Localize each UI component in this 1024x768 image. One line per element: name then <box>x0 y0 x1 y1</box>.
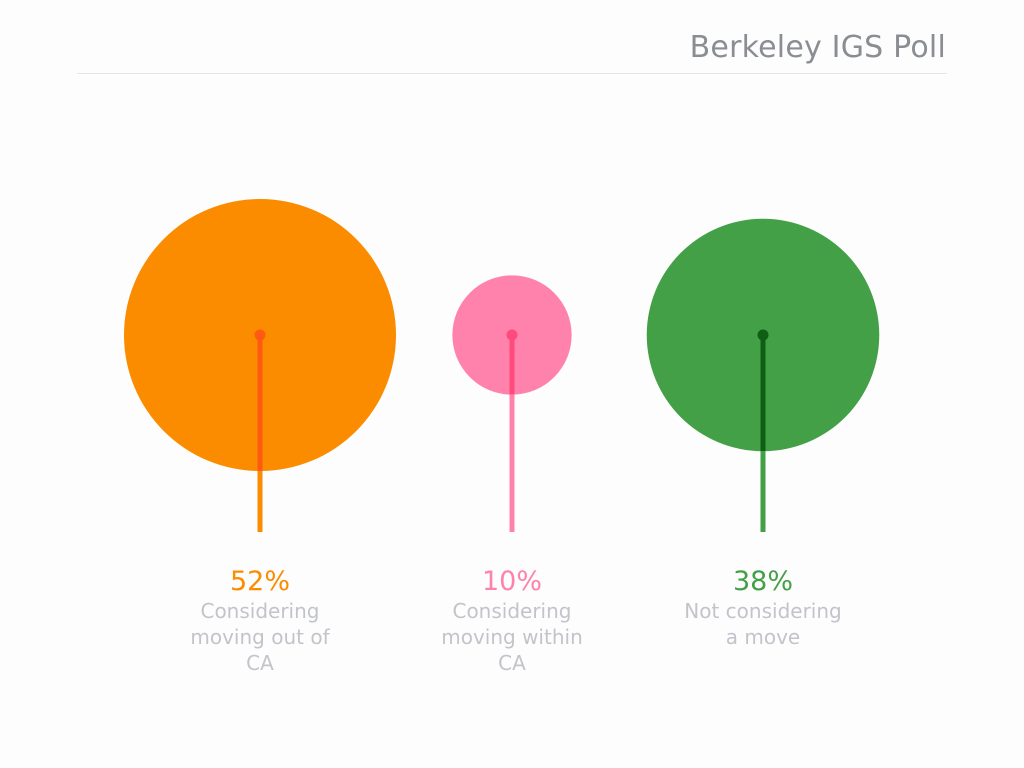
value-label-1: 10% <box>482 566 542 597</box>
category-label-0-line-1: moving out of <box>190 625 330 649</box>
header-divider <box>77 73 947 74</box>
category-label-0-line-0: Considering <box>200 599 319 623</box>
category-label-1-line-1: moving within <box>441 625 583 649</box>
stem-dot-1 <box>506 329 518 341</box>
category-label-1-line-0: Considering <box>452 599 571 623</box>
chart-title: Berkeley IGS Poll <box>689 30 946 65</box>
category-label-0-line-2: CA <box>246 651 274 675</box>
value-label-2: 38% <box>733 566 793 597</box>
category-label-1-line-2: CA <box>498 651 526 675</box>
stem-dot-2 <box>757 329 769 341</box>
stem-dot-0 <box>254 329 266 341</box>
category-label-2-line-0: Not considering <box>684 599 841 623</box>
value-label-0: 52% <box>230 566 290 597</box>
category-label-2-line-1: a move <box>726 625 800 649</box>
